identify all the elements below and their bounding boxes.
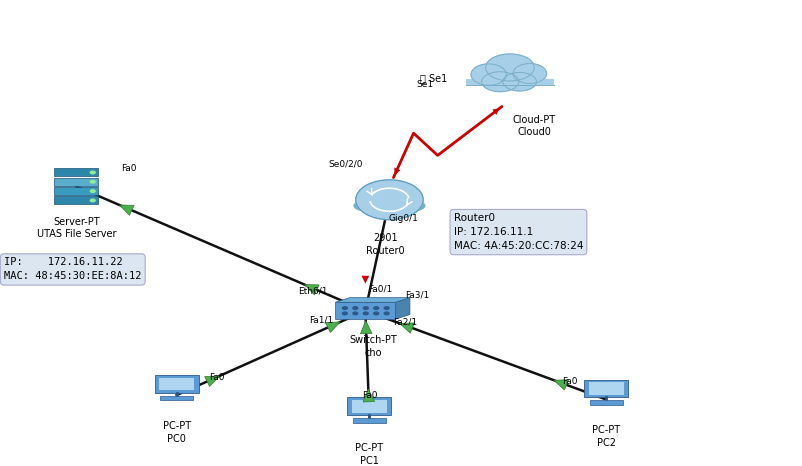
Text: Switch-PT
cho: Switch-PT cho xyxy=(349,335,397,358)
FancyBboxPatch shape xyxy=(589,400,622,405)
FancyBboxPatch shape xyxy=(154,375,199,393)
Circle shape xyxy=(353,307,358,309)
FancyBboxPatch shape xyxy=(346,397,391,415)
Circle shape xyxy=(363,307,368,309)
Polygon shape xyxy=(325,322,340,332)
Polygon shape xyxy=(363,389,374,402)
Polygon shape xyxy=(395,298,409,319)
Text: Se1: Se1 xyxy=(416,80,433,89)
Polygon shape xyxy=(335,298,409,302)
Ellipse shape xyxy=(485,54,533,81)
Circle shape xyxy=(374,307,379,309)
Text: Fa0: Fa0 xyxy=(120,164,136,173)
Text: Fa2/1: Fa2/1 xyxy=(393,317,417,326)
Circle shape xyxy=(342,312,346,315)
Text: IP:    172.16.11.22
MAC: 48:45:30:EE:8A:12: IP: 172.16.11.22 MAC: 48:45:30:EE:8A:12 xyxy=(4,258,141,281)
Text: 2901
Router0: 2901 Router0 xyxy=(366,233,404,256)
Ellipse shape xyxy=(354,198,424,214)
FancyBboxPatch shape xyxy=(352,418,386,423)
Ellipse shape xyxy=(481,72,518,92)
Circle shape xyxy=(363,312,368,315)
FancyBboxPatch shape xyxy=(335,302,395,319)
Text: Fa0/1: Fa0/1 xyxy=(367,285,391,294)
Circle shape xyxy=(90,180,95,183)
FancyBboxPatch shape xyxy=(55,178,98,186)
Text: Fa0: Fa0 xyxy=(361,391,377,399)
Polygon shape xyxy=(119,205,134,215)
Text: PC-PT
PC2: PC-PT PC2 xyxy=(591,425,620,448)
Ellipse shape xyxy=(355,180,423,219)
Circle shape xyxy=(342,307,346,309)
Text: Cloud-PT
Cloud0: Cloud-PT Cloud0 xyxy=(512,115,555,137)
Circle shape xyxy=(90,190,95,192)
FancyBboxPatch shape xyxy=(55,169,98,177)
FancyBboxPatch shape xyxy=(584,379,628,397)
Circle shape xyxy=(384,312,389,315)
FancyBboxPatch shape xyxy=(351,400,387,412)
Text: PC-PT
PC1: PC-PT PC1 xyxy=(354,443,383,466)
FancyBboxPatch shape xyxy=(159,377,194,391)
Ellipse shape xyxy=(471,64,506,85)
Text: ⌚ Se1: ⌚ Se1 xyxy=(419,73,447,82)
Ellipse shape xyxy=(512,63,546,83)
Polygon shape xyxy=(399,323,414,333)
Circle shape xyxy=(90,171,95,174)
Polygon shape xyxy=(553,380,568,390)
Polygon shape xyxy=(360,321,371,334)
Polygon shape xyxy=(304,285,319,295)
Text: Fa0: Fa0 xyxy=(209,373,225,382)
Ellipse shape xyxy=(502,72,536,91)
Circle shape xyxy=(353,312,358,315)
Text: Se0/2/0: Se0/2/0 xyxy=(328,160,362,169)
Text: Eth6/1: Eth6/1 xyxy=(298,286,327,295)
Polygon shape xyxy=(205,376,219,386)
Circle shape xyxy=(374,312,379,315)
Text: Gig0/1: Gig0/1 xyxy=(388,214,419,223)
FancyBboxPatch shape xyxy=(588,382,623,395)
FancyBboxPatch shape xyxy=(465,79,553,85)
Circle shape xyxy=(384,307,389,309)
Text: PC-PT
PC0: PC-PT PC0 xyxy=(162,421,191,444)
FancyBboxPatch shape xyxy=(160,396,193,400)
FancyBboxPatch shape xyxy=(55,197,98,205)
Circle shape xyxy=(90,199,95,202)
Text: Fa1/1: Fa1/1 xyxy=(309,315,333,324)
FancyBboxPatch shape xyxy=(55,187,98,195)
Text: Fa0: Fa0 xyxy=(561,377,577,386)
Text: Fa3/1: Fa3/1 xyxy=(405,291,429,300)
Text: Server-PT
UTAS File Server: Server-PT UTAS File Server xyxy=(36,217,116,240)
Text: Router0
IP: 172.16.11.1
MAC: 4A:45:20:CC:78:24: Router0 IP: 172.16.11.1 MAC: 4A:45:20:CC… xyxy=(453,213,582,251)
